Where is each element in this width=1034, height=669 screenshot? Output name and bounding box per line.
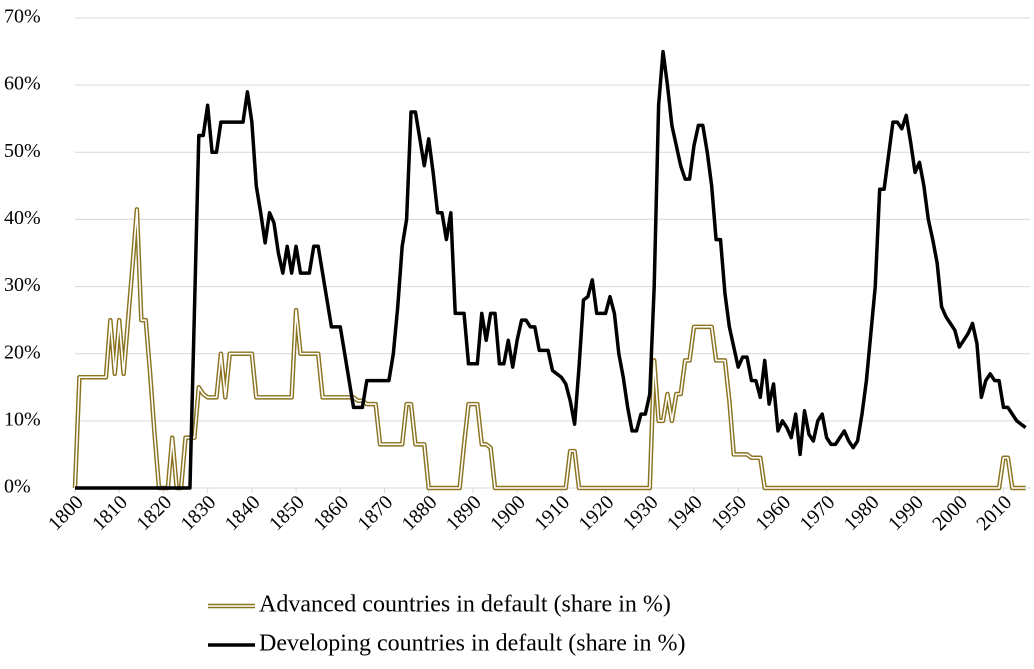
x-tick-label: 1880 xyxy=(398,491,442,535)
x-tick-label: 1860 xyxy=(309,491,353,535)
x-tick-label: 1960 xyxy=(751,491,795,535)
x-tick-label: 1940 xyxy=(663,491,707,535)
series-line xyxy=(75,49,1027,490)
series-line xyxy=(72,207,1026,491)
y-tick-label: 30% xyxy=(4,274,41,296)
x-tick-label: 1990 xyxy=(884,491,928,535)
x-tick-label: 2000 xyxy=(928,491,972,535)
x-tick-label: 1980 xyxy=(840,491,884,535)
y-tick-label: 60% xyxy=(4,73,41,95)
x-tick-label: 1890 xyxy=(442,491,486,535)
x-tick-label: 1910 xyxy=(530,491,574,535)
x-tick-label: 1900 xyxy=(486,491,530,535)
x-tick-label: 1850 xyxy=(265,491,309,535)
x-tick-label: 1970 xyxy=(796,491,840,535)
x-tick-label: 1840 xyxy=(221,491,265,535)
x-tick-label: 1920 xyxy=(574,491,618,535)
x-tick-label: 1820 xyxy=(132,491,176,535)
x-tick-label: 1950 xyxy=(707,491,751,535)
y-tick-label: 70% xyxy=(4,6,41,28)
series-line-inner xyxy=(74,208,1026,489)
x-tick-label: 1870 xyxy=(353,491,397,535)
y-tick-label: 0% xyxy=(4,476,31,498)
x-tick-label: 1810 xyxy=(88,491,132,535)
y-tick-label: 50% xyxy=(4,140,41,162)
legend-label: Developing countries in default (share i… xyxy=(259,631,686,657)
x-tick-label: 1930 xyxy=(619,491,663,535)
x-tick-label: 1830 xyxy=(177,491,221,535)
x-tick-label: 2010 xyxy=(972,491,1016,535)
x-tick-label: 1800 xyxy=(44,491,88,535)
y-tick-label: 20% xyxy=(4,341,41,363)
y-tick-label: 40% xyxy=(4,207,41,229)
y-tick-label: 10% xyxy=(4,408,41,430)
legend-label: Advanced countries in default (share in … xyxy=(259,592,671,618)
